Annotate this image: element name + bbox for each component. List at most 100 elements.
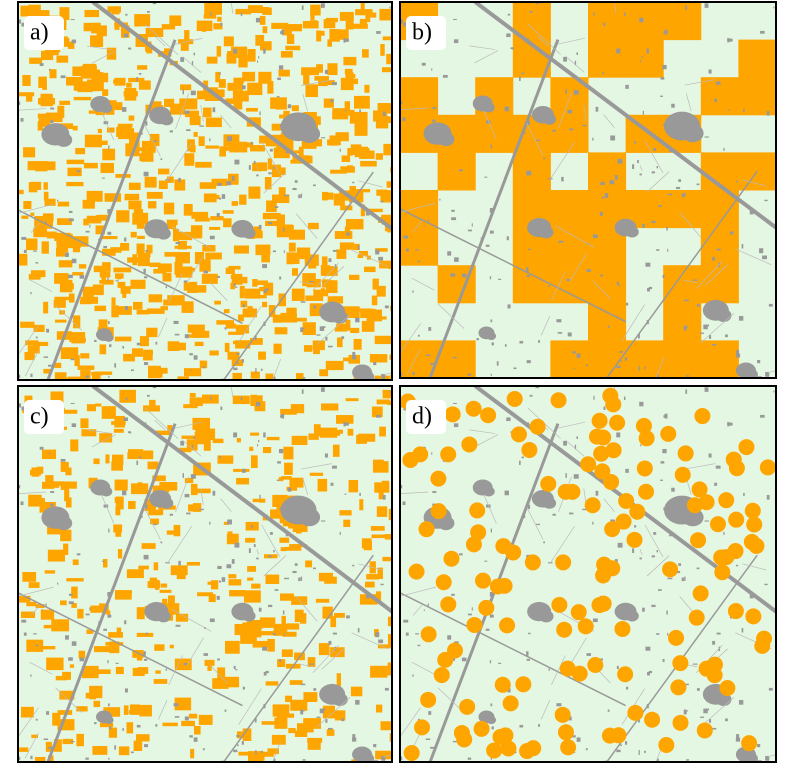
crop-field <box>222 146 239 151</box>
building <box>304 502 308 505</box>
building <box>451 209 455 212</box>
building <box>39 446 44 450</box>
building <box>108 375 110 378</box>
building <box>233 749 238 753</box>
crop-field <box>202 245 216 252</box>
building <box>521 456 525 459</box>
sample-point <box>433 667 450 684</box>
crop-field <box>113 428 124 433</box>
building <box>258 607 262 612</box>
crop-field <box>184 478 194 484</box>
crop-field <box>227 99 240 104</box>
crop-field <box>204 93 223 101</box>
building <box>557 332 563 334</box>
building <box>298 577 301 582</box>
building <box>400 756 403 761</box>
building <box>255 750 257 755</box>
building <box>651 171 655 174</box>
sample-point <box>524 554 541 571</box>
crop-field <box>371 406 383 418</box>
building <box>471 607 473 611</box>
building <box>712 640 716 645</box>
building <box>728 109 730 111</box>
building <box>272 250 277 253</box>
building <box>199 125 204 127</box>
crop-field <box>266 436 280 441</box>
crop-field <box>26 601 37 607</box>
building <box>376 31 381 34</box>
building <box>327 727 333 730</box>
crop-field <box>99 344 107 355</box>
building <box>255 401 261 407</box>
building <box>373 744 377 748</box>
building <box>656 374 659 378</box>
crop-field <box>181 720 195 727</box>
building <box>258 56 260 59</box>
crop-field <box>375 153 383 160</box>
sample-point <box>660 425 677 442</box>
building <box>728 422 733 426</box>
building <box>269 532 273 535</box>
building <box>753 369 757 374</box>
crop-field <box>44 570 56 574</box>
crop-field <box>99 603 109 613</box>
minor-road <box>483 494 497 524</box>
crop-field <box>119 389 136 403</box>
crop-field <box>289 544 308 548</box>
panel-label: b) <box>412 20 432 46</box>
crop-field <box>336 249 347 259</box>
crop-field <box>134 14 151 27</box>
town <box>486 716 497 725</box>
crop-field <box>225 267 235 275</box>
building <box>174 716 180 718</box>
crop-field <box>77 81 93 93</box>
sample-point <box>668 629 685 646</box>
crop-field <box>236 477 250 485</box>
building <box>57 582 59 585</box>
building <box>526 274 531 277</box>
crop-field <box>59 690 75 700</box>
crop-field <box>21 706 34 718</box>
building <box>510 47 514 50</box>
crop-field <box>238 751 251 756</box>
crop-field <box>174 179 186 191</box>
building <box>144 422 147 425</box>
crop-field <box>65 237 81 248</box>
crop-field <box>221 676 240 688</box>
building <box>513 367 517 370</box>
crop-field <box>340 77 354 91</box>
crop-field <box>240 300 248 308</box>
building <box>30 755 33 760</box>
town <box>104 716 114 725</box>
minor-road <box>166 526 193 564</box>
minor-road <box>29 279 53 293</box>
sample-point <box>403 744 420 761</box>
building <box>255 367 257 373</box>
building <box>125 13 128 16</box>
building <box>304 118 308 122</box>
crop-field <box>239 285 245 299</box>
sample-point <box>412 446 429 463</box>
minor-road <box>437 303 465 329</box>
building <box>412 371 415 376</box>
crop-field <box>94 305 107 312</box>
crop-field <box>212 678 229 689</box>
crop-field <box>312 340 325 351</box>
crop-field <box>322 606 333 619</box>
building <box>639 557 642 560</box>
building <box>616 48 621 54</box>
crop-field <box>175 613 189 622</box>
building <box>357 245 360 250</box>
building <box>638 750 640 755</box>
urban-layer <box>18 386 392 762</box>
crop-field <box>99 722 114 728</box>
crop-field <box>302 273 316 287</box>
building <box>573 474 579 479</box>
building <box>684 683 689 686</box>
crop-field <box>170 565 188 576</box>
sample-point <box>662 561 679 578</box>
crop-field <box>94 371 113 375</box>
minor-road <box>209 664 228 684</box>
building <box>485 628 490 631</box>
building <box>536 139 540 142</box>
